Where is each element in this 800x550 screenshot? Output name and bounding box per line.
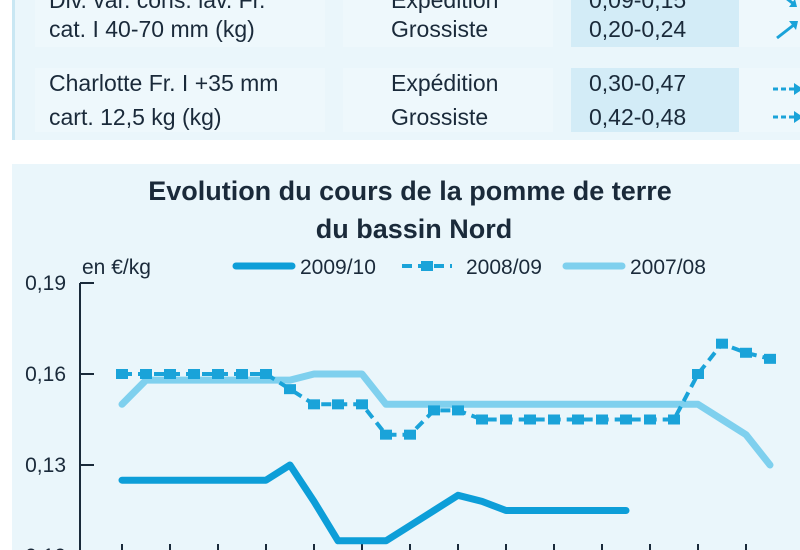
data-point xyxy=(740,347,752,358)
data-point xyxy=(572,414,584,425)
up-right-arrow-icon xyxy=(776,21,798,40)
chart-title-line: Evolution du cours de la pomme de terre xyxy=(148,176,672,206)
data-point xyxy=(308,399,320,410)
data-point xyxy=(668,414,680,425)
down-right-arrow-icon xyxy=(786,0,797,7)
data-point xyxy=(500,414,512,425)
product-line: Charlotte Fr. I +35 mm xyxy=(49,70,279,96)
series-line xyxy=(122,341,771,437)
chart-title-line: du bassin Nord xyxy=(316,214,513,244)
y-tick-label: 0,16 xyxy=(25,363,66,386)
data-point xyxy=(140,369,152,379)
data-point xyxy=(164,369,176,379)
legend-marker xyxy=(421,261,433,271)
price-cell: 0,09-0,15 0,20-0,24 xyxy=(571,0,739,47)
product-cell: Div. var. cons. lav. Fr. cat. I 40-70 mm… xyxy=(35,0,325,47)
legend-item: 2009/10 xyxy=(232,256,376,279)
stage-line: Expédition xyxy=(391,0,499,13)
data-point xyxy=(524,414,536,425)
data-point xyxy=(284,384,296,395)
trend-cell xyxy=(739,0,800,47)
chart-panel: Evolution du cours de la pomme de terre … xyxy=(12,164,800,550)
data-point xyxy=(404,429,416,440)
line-chart: Evolution du cours de la pomme de terre … xyxy=(25,176,776,550)
legend-item: 2008/09 xyxy=(402,256,542,279)
data-point xyxy=(212,369,224,379)
data-point xyxy=(452,405,464,416)
legend-label: 2008/09 xyxy=(466,256,542,279)
product-line: cat. I 40-70 mm (kg) xyxy=(49,16,255,42)
y-axis-unit-label: en €/kg xyxy=(82,256,151,279)
trend-cell xyxy=(739,68,800,132)
data-point xyxy=(188,369,200,379)
stage-line: Expédition xyxy=(391,70,499,96)
series-2009-10 xyxy=(118,461,630,545)
data-point xyxy=(716,338,728,349)
stage-line: Grossiste xyxy=(391,104,489,130)
data-point xyxy=(548,414,560,425)
data-point xyxy=(356,399,368,410)
stage-cell: Expédition Grossiste xyxy=(343,0,553,47)
price-line: 0,09-0,15 xyxy=(589,0,687,13)
series-line xyxy=(118,370,774,469)
stage-line: Grossiste xyxy=(391,16,489,42)
data-point xyxy=(644,414,656,425)
series-2007-08 xyxy=(118,370,774,469)
price-line: 0,30-0,47 xyxy=(589,70,687,96)
data-point xyxy=(116,369,128,379)
y-tick-label: 0,19 xyxy=(25,272,66,295)
table-row: Charlotte Fr. I +35 mm cart. 12,5 kg (kg… xyxy=(35,68,800,132)
series-line xyxy=(118,461,630,545)
data-point xyxy=(260,369,272,379)
legend-label: 2009/10 xyxy=(300,256,376,279)
price-line: 0,42-0,48 xyxy=(589,104,687,130)
data-point xyxy=(596,414,608,425)
stage-cell: Expédition Grossiste xyxy=(343,68,553,132)
price-line: 0,20-0,24 xyxy=(589,16,687,42)
product-line: Div. var. cons. lav. Fr. xyxy=(49,0,266,13)
price-cell: 0,30-0,47 0,42-0,48 xyxy=(571,68,739,132)
legend: 2009/10 2008/09 2007/08 xyxy=(232,256,706,279)
data-point xyxy=(476,414,488,425)
legend-label: 2007/08 xyxy=(630,256,706,279)
price-table: Div. var. cons. lav. Fr. cat. I 40-70 mm… xyxy=(12,0,800,140)
data-point xyxy=(428,405,440,416)
data-point xyxy=(332,399,344,410)
product-cell: Charlotte Fr. I +35 mm cart. 12,5 kg (kg… xyxy=(35,68,325,132)
legend-item: 2007/08 xyxy=(562,256,706,279)
data-point xyxy=(620,414,632,425)
y-tick-label: 0,10 xyxy=(25,545,66,550)
data-point xyxy=(764,353,776,364)
data-point xyxy=(236,369,248,379)
right-arrow-icon xyxy=(773,111,800,123)
product-line: cart. 12,5 kg (kg) xyxy=(49,104,222,130)
data-point xyxy=(380,429,392,440)
plot-area: 0,19 0,16 0,13 0,10 xyxy=(25,272,776,550)
table-row: Div. var. cons. lav. Fr. cat. I 40-70 mm… xyxy=(35,0,800,47)
data-point xyxy=(692,369,704,379)
y-tick-label: 0,13 xyxy=(25,454,66,477)
right-arrow-icon xyxy=(773,83,800,95)
series-2008-09 xyxy=(116,338,776,440)
